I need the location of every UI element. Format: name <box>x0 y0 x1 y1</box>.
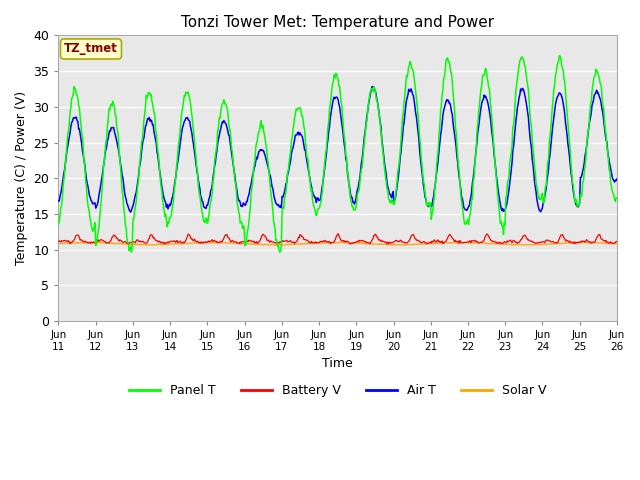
Legend: Panel T, Battery V, Air T, Solar V: Panel T, Battery V, Air T, Solar V <box>124 379 552 402</box>
X-axis label: Time: Time <box>323 358 353 371</box>
Text: TZ_tmet: TZ_tmet <box>64 43 118 56</box>
Title: Tonzi Tower Met: Temperature and Power: Tonzi Tower Met: Temperature and Power <box>181 15 494 30</box>
Y-axis label: Temperature (C) / Power (V): Temperature (C) / Power (V) <box>15 91 28 265</box>
